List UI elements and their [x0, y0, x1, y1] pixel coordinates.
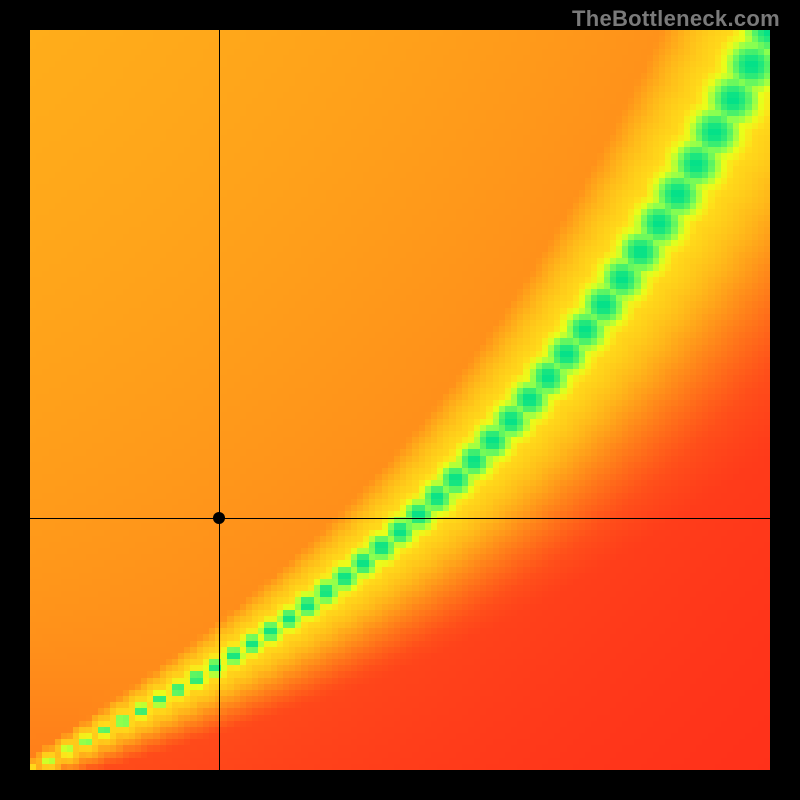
plot-area: [30, 30, 770, 770]
heatmap-canvas: [30, 30, 770, 770]
crosshair-marker: [213, 512, 225, 524]
crosshair-horizontal: [30, 518, 770, 519]
crosshair-vertical: [219, 30, 220, 770]
watermark-text: TheBottleneck.com: [572, 6, 780, 32]
chart-container: TheBottleneck.com: [0, 0, 800, 800]
